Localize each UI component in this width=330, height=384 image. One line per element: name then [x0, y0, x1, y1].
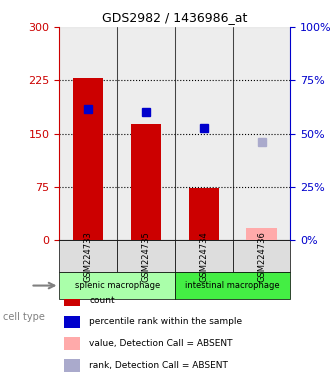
FancyBboxPatch shape [59, 273, 175, 299]
FancyBboxPatch shape [117, 240, 175, 273]
Text: rank, Detection Call = ABSENT: rank, Detection Call = ABSENT [89, 361, 228, 370]
Bar [175, 27, 233, 240]
Bar [131, 124, 161, 240]
Text: GSM224736: GSM224736 [257, 231, 266, 282]
Bar [233, 27, 290, 240]
Text: cell type: cell type [3, 312, 45, 322]
Title: GDS2982 / 1436986_at: GDS2982 / 1436986_at [102, 11, 248, 24]
Bar [189, 189, 219, 240]
Text: GSM224734: GSM224734 [199, 231, 208, 282]
FancyBboxPatch shape [59, 240, 117, 273]
FancyBboxPatch shape [175, 240, 233, 273]
Text: count: count [89, 296, 115, 305]
Bar [247, 228, 277, 240]
Bar [59, 27, 117, 240]
Bar [64, 294, 80, 306]
Text: GSM224733: GSM224733 [84, 231, 93, 282]
Text: splenic macrophage: splenic macrophage [75, 281, 160, 290]
Text: intestinal macrophage: intestinal macrophage [185, 281, 280, 290]
FancyBboxPatch shape [175, 273, 290, 299]
FancyBboxPatch shape [233, 240, 290, 273]
Text: percentile rank within the sample: percentile rank within the sample [89, 318, 243, 326]
Text: GSM224735: GSM224735 [142, 231, 150, 282]
Bar [64, 359, 80, 372]
Text: value, Detection Call = ABSENT: value, Detection Call = ABSENT [89, 339, 233, 348]
Bar [64, 338, 80, 350]
Bar [73, 78, 103, 240]
Bar [64, 316, 80, 328]
Bar [117, 27, 175, 240]
